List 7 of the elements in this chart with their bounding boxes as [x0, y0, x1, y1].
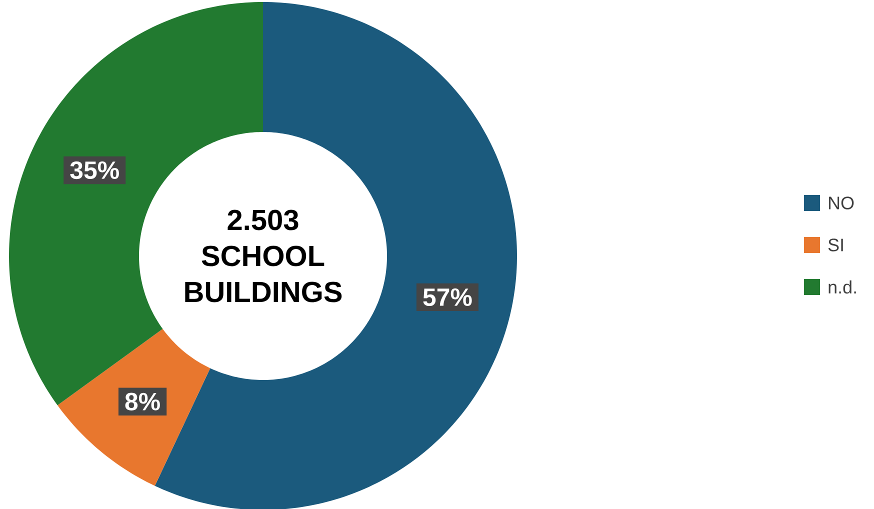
legend-label: SI	[828, 238, 843, 252]
data-label: 57%	[423, 288, 472, 306]
text: 2.503 SCHOOL BUILDINGS	[185, 210, 342, 302]
data-label: 8%	[125, 392, 160, 410]
legend-label: NO	[829, 196, 854, 210]
legend-label: n.d.	[828, 280, 856, 294]
data-label: 35%	[70, 161, 119, 180]
